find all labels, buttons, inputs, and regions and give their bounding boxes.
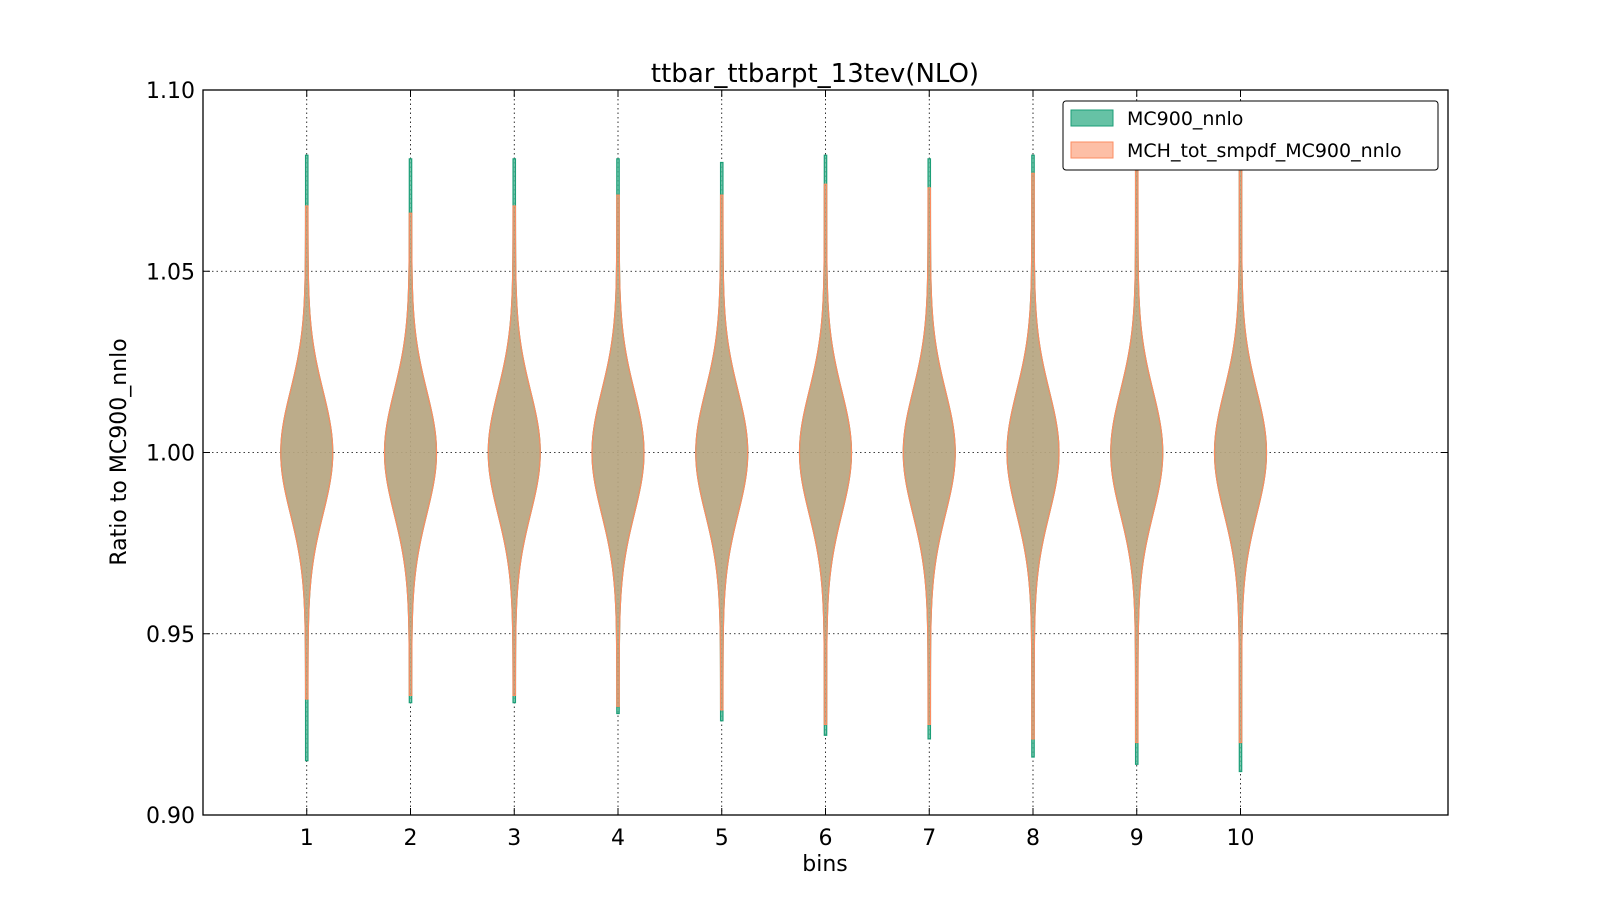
x-tick-label: 9	[1130, 826, 1144, 851]
legend: MC900_nnlo MCH_tot_smpdf_MC900_nnlo	[1062, 100, 1439, 171]
x-tick-label: 5	[715, 826, 729, 851]
x-tick-label: 8	[1026, 826, 1040, 851]
legend-label-mc900: MC900_nnlo	[1127, 108, 1243, 130]
violin-group	[280, 154, 1268, 773]
chart-title: ttbar_ttbarpt_13tev(NLO)	[651, 59, 979, 89]
y-tick-label: 1.05	[146, 260, 195, 285]
legend-swatch-mch	[1070, 141, 1114, 159]
x-tick-label: 10	[1227, 826, 1255, 851]
x-tick-label: 6	[819, 826, 833, 851]
violin-mch-bin-1	[280, 205, 334, 700]
legend-box	[1062, 100, 1439, 171]
violin-mch-bin-7	[902, 187, 956, 725]
x-axis-label: bins	[802, 852, 847, 877]
violin-mch-bin-10	[1213, 165, 1268, 744]
legend-label-mch: MCH_tot_smpdf_MC900_nnlo	[1127, 140, 1402, 162]
y-tick-label: 0.95	[146, 623, 195, 648]
x-tick-label: 7	[922, 826, 936, 851]
violin-mch-bin-6	[798, 183, 853, 725]
x-axis: 1 2 3 4 5 6 7 8 9 10	[300, 90, 1255, 851]
legend-swatch-mc900	[1070, 109, 1114, 127]
y-tick-label: 1.10	[146, 79, 195, 104]
violin-mch-bin-3	[487, 205, 541, 696]
y-tick-label: 0.90	[146, 804, 195, 829]
x-tick-label: 3	[507, 826, 521, 851]
y-tick-label: 1.00	[146, 442, 195, 467]
y-axis-label: Ratio to MC900_nnlo	[107, 338, 132, 565]
x-tick-label: 2	[404, 826, 418, 851]
violin-mch-bin-2	[383, 212, 438, 696]
violin-mch-bin-9	[1110, 169, 1164, 744]
x-tick-label: 1	[300, 826, 314, 851]
x-tick-label: 4	[611, 826, 625, 851]
violin-mch-bin-5	[695, 194, 749, 711]
violin-mch-bin-4	[591, 194, 645, 707]
y-axis: 0.90 0.95 1.00 1.05 1.10	[146, 79, 1448, 829]
violin-mch-bin-8	[1006, 172, 1060, 740]
